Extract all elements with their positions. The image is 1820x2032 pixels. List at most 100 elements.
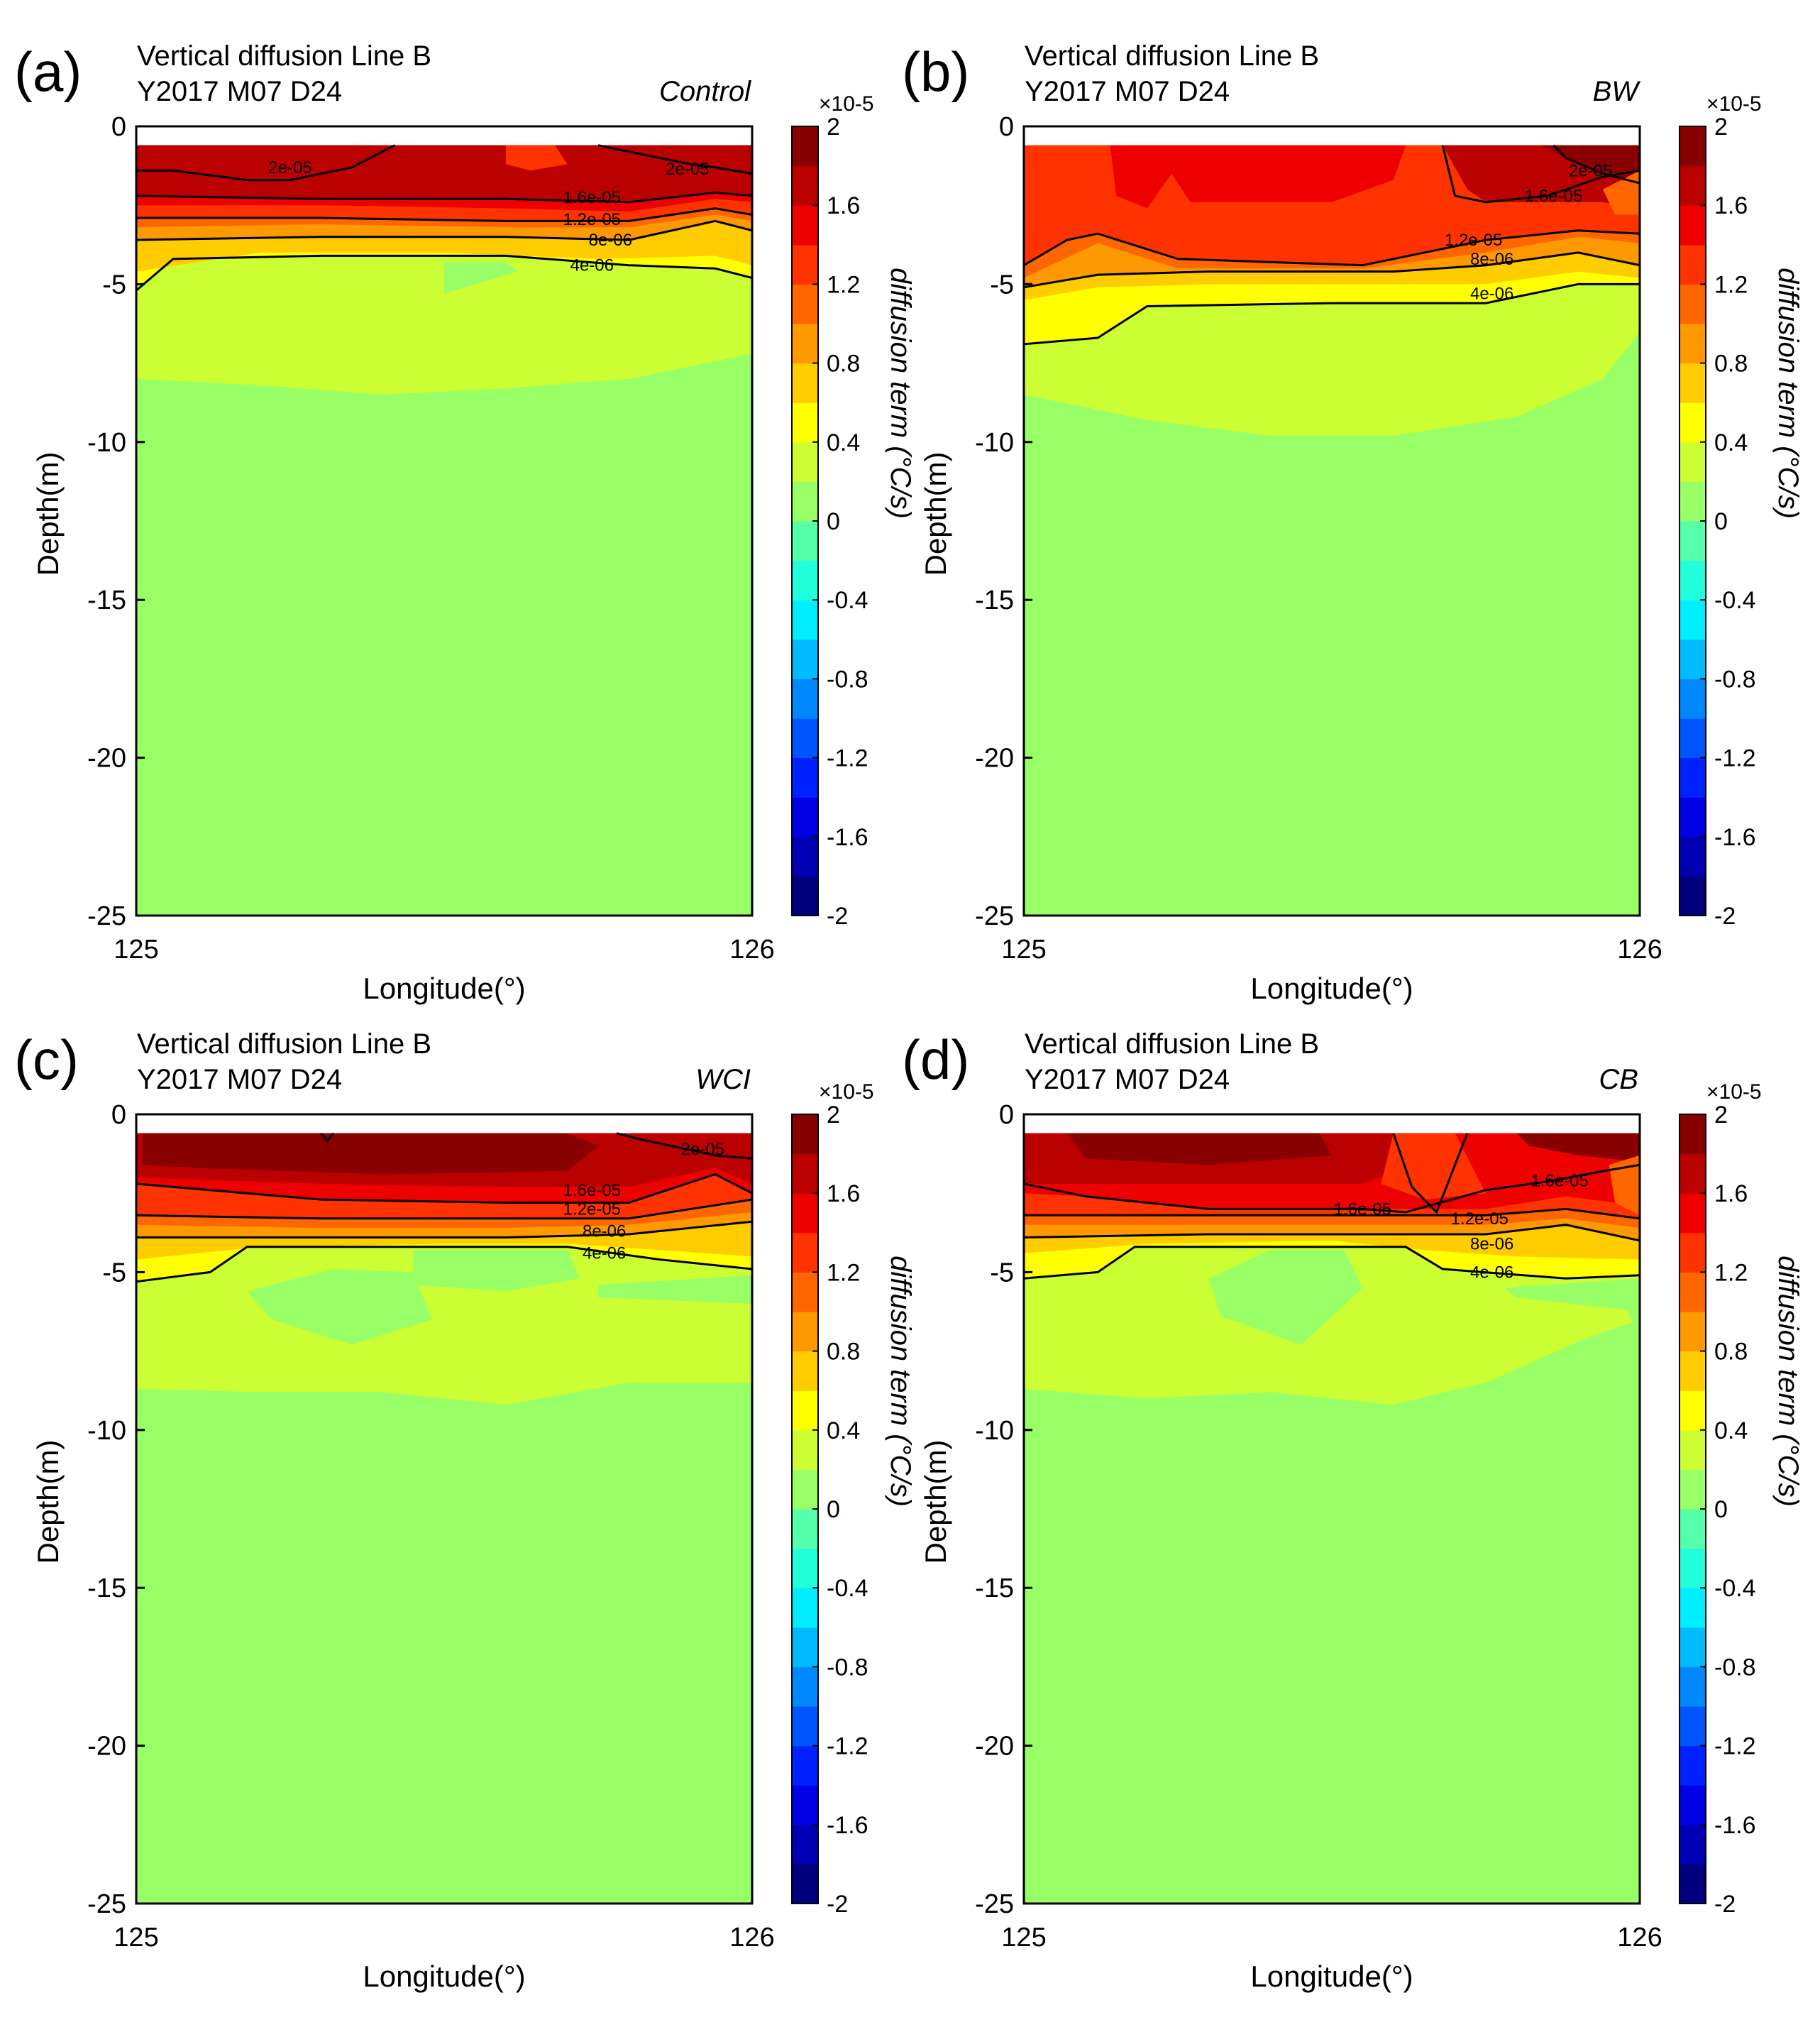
colorbar-swatch (1680, 363, 1706, 403)
y-tick-label: -25 (87, 1889, 126, 1919)
panel-label: (a) (14, 40, 82, 103)
y-tick-label: -15 (87, 586, 126, 615)
y-tick-label: 0 (111, 1100, 126, 1130)
colorbar-swatch (1680, 1351, 1706, 1391)
colorbar-swatch (1680, 521, 1706, 561)
contour-line (136, 1220, 752, 1239)
colorbar-tick-label: 2 (827, 114, 840, 141)
panel-a: 2e-05 2e-05 1.6e-05 1.2e-05 8e-06 4e-06 0 -5 -10… (14, 40, 916, 1005)
colorbar-swatch (1680, 1548, 1706, 1588)
level-patch (247, 1269, 432, 1345)
y-tick-label: -15 (87, 1574, 126, 1603)
contour-line (1024, 1207, 1640, 1220)
colorbar-swatch (792, 1824, 818, 1865)
colorbar-swatch (792, 600, 818, 640)
y-tick-label: -25 (975, 1889, 1014, 1919)
colorbar-swatch (1680, 1824, 1706, 1865)
colorbar-swatch (792, 1193, 818, 1234)
x-axis-label: Longitude(°) (363, 1960, 525, 1993)
colorbar-tick-label: -0.4 (1714, 1575, 1756, 1602)
colorbar-swatch (1680, 1666, 1706, 1707)
contour-line (136, 254, 752, 292)
panel-label: (b) (902, 40, 969, 103)
colorbar-multiplier: ×10-5 (1706, 92, 1762, 116)
colorbar-tick-label: 0 (1714, 508, 1728, 535)
colorbar-tick-label: 0.4 (827, 1417, 860, 1444)
x-tick-label: 126 (729, 1923, 774, 1953)
colorbar-tick-label: -1.6 (827, 1812, 868, 1839)
panel-label: (d) (902, 1028, 969, 1091)
colorbar-multiplier: ×10-5 (819, 92, 874, 116)
chart-title: Vertical diffusion Line B (1025, 1028, 1319, 1060)
level-patch (444, 262, 519, 294)
colorbar-tick-label: -1.6 (827, 824, 868, 851)
colorbar-swatch (792, 126, 818, 167)
colorbar-swatch (792, 639, 818, 679)
x-tick-label: 126 (1617, 935, 1662, 965)
colorbar-swatch (792, 205, 818, 246)
colorbar-tick-label: 1.6 (827, 1180, 860, 1207)
contour-label: 4e-06 (1470, 1263, 1513, 1282)
colorbar-tick-label: 0.4 (1714, 429, 1748, 456)
colorbar-swatch (792, 1429, 818, 1470)
y-tick-label: -20 (87, 744, 126, 774)
contour-line (136, 207, 752, 222)
colorbar-tick-label: -2 (1714, 903, 1736, 930)
y-axis-label: Depth(m) (31, 451, 65, 576)
colorbar-swatch (1680, 560, 1706, 600)
colorbar-tick-label: 1.6 (827, 192, 860, 219)
colorbar-label: diffusion term (°C/s) (1772, 1256, 1804, 1507)
colorbar-swatch (792, 1153, 818, 1194)
colorbar-swatch (792, 363, 818, 403)
colorbar-swatch (792, 1864, 818, 1904)
colorbar-swatch (1680, 1272, 1706, 1312)
contour-line (320, 1132, 334, 1143)
y-tick-label: -5 (990, 1258, 1014, 1287)
colorbar-tick-label: -1.2 (1714, 1733, 1756, 1760)
level-patch (1504, 1278, 1640, 1342)
colorbar-swatch (1680, 1588, 1706, 1628)
colorbar-swatch (792, 1666, 818, 1707)
colorbar-tick-label: -0.4 (827, 1575, 868, 1602)
x-axis-label: Longitude(°) (1250, 972, 1413, 1005)
y-tick-label: -25 (975, 901, 1014, 931)
colorbar-tick-label: -0.8 (1714, 1654, 1756, 1681)
chart-title: Vertical diffusion Line B (137, 1028, 431, 1060)
contour-line (136, 191, 752, 204)
colorbar-swatch (1680, 1785, 1706, 1825)
colorbar-tick-label: 2 (1714, 114, 1728, 141)
contour-label: 2e-05 (666, 160, 709, 179)
colorbar-swatch (792, 1351, 818, 1391)
case-label: WCI (695, 1064, 751, 1095)
colorbar: 2 1.6 1.2 0.8 0.4 0 -0.4 -0.8 -1.2 -1.6 -2 ×10-5 dif… (1679, 1080, 1804, 1918)
colorbar-tick-label: 1.2 (1714, 1259, 1748, 1286)
contour-label: 1.6e-05 (1525, 187, 1582, 206)
contour-line (616, 1132, 752, 1160)
colorbar-swatch (1680, 1864, 1706, 1904)
chart-title: Vertical diffusion Line B (1025, 40, 1319, 72)
contour-label: 4e-06 (583, 1244, 626, 1263)
y-tick-label: -20 (975, 1732, 1014, 1762)
contour-label: 1.6e-05 (563, 188, 621, 207)
contour-line (1024, 251, 1640, 289)
axes-frame (1022, 125, 1641, 917)
y-tick-label: -15 (975, 586, 1014, 615)
colorbar-swatch (1680, 481, 1706, 522)
y-tick-label: -5 (990, 270, 1014, 300)
contour-line (1392, 1133, 1469, 1214)
contour-line (136, 219, 752, 241)
contour-line (136, 144, 396, 182)
colorbar-tick-label: 2 (827, 1102, 840, 1128)
colorbar-tick-label: -0.8 (827, 1654, 868, 1681)
colorbar-swatch (792, 718, 818, 759)
colorbar-tick-label: 1.6 (1714, 1180, 1748, 1207)
colorbar: 2 1.6 1.2 0.8 0.4 0 -0.4 -0.8 -1.2 -1.6 -2 ×10-5 dif… (791, 1080, 916, 1918)
level-patch (142, 1133, 598, 1175)
colorbar-swatch (1680, 165, 1706, 206)
colorbar-multiplier: ×10-5 (819, 1080, 874, 1104)
colorbar: 2 1.6 1.2 0.8 0.4 0 -0.4 -0.8 -1.2 -1.6 -2 ×10-5 dif… (1679, 92, 1804, 930)
colorbar-swatch (792, 1745, 818, 1786)
colorbar-tick-label: 0.8 (827, 351, 860, 378)
